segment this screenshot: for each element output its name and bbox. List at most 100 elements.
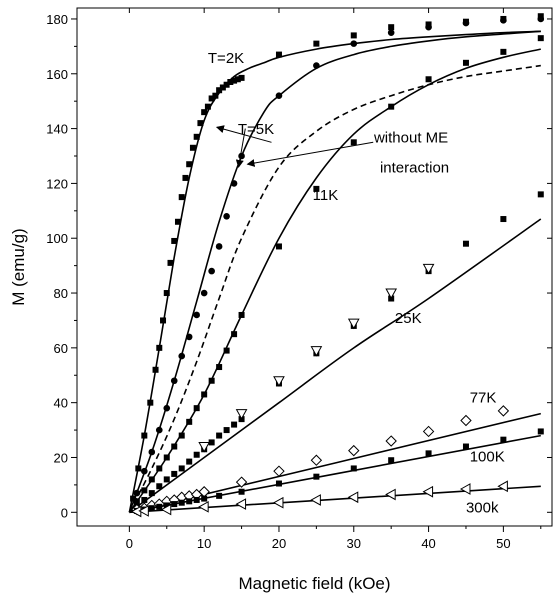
- point-77K: [310, 454, 323, 466]
- point-300K: [138, 505, 149, 517]
- point-5K: [133, 489, 141, 497]
- point-25K: [537, 191, 544, 198]
- data-points: [130, 13, 545, 518]
- point-25K-open: [422, 263, 435, 275]
- point-100K: [537, 428, 544, 435]
- point-25K: [500, 216, 507, 223]
- point-5K: [387, 29, 395, 36]
- point-300K: [347, 491, 359, 504]
- point-11K: [178, 432, 185, 439]
- point-2K: [174, 218, 181, 225]
- point-25K: [223, 427, 230, 434]
- fit-curves: [128, 30, 542, 514]
- point-11K: [425, 76, 432, 83]
- point-100K: [462, 443, 469, 450]
- point-300K: [310, 494, 321, 506]
- point-2K: [182, 174, 189, 181]
- point-5K: [238, 152, 245, 160]
- point-11K: [500, 48, 507, 55]
- point-25K-open: [273, 376, 285, 387]
- plot-frame: [76, 7, 553, 527]
- x-tick-label: 0: [126, 536, 133, 551]
- annotation-arrow: [235, 128, 246, 168]
- annotation-label: 11K: [313, 187, 339, 204]
- point-100K: [313, 473, 320, 480]
- point-77K: [348, 444, 360, 457]
- point-2K: [275, 51, 282, 58]
- point-5K: [193, 311, 200, 319]
- point-300K: [459, 483, 471, 495]
- point-11K: [163, 454, 170, 461]
- x-axis-title: Magnetic field (kOe): [238, 574, 390, 593]
- point-11K: [462, 59, 469, 66]
- point-5K: [155, 426, 163, 434]
- annotation-label: T=2K: [208, 50, 244, 67]
- y-tick-label: 60: [54, 341, 68, 356]
- y-tick-label: 180: [46, 12, 68, 27]
- x-tick-label: 30: [347, 536, 361, 551]
- point-25K-open: [385, 288, 398, 300]
- point-2K: [135, 465, 142, 472]
- point-11K: [275, 243, 282, 250]
- y-tick-label: 140: [46, 122, 68, 137]
- point-5K: [230, 180, 238, 187]
- y-tick-label: 120: [46, 176, 68, 191]
- point-2K: [238, 74, 245, 81]
- point-77K: [497, 405, 510, 417]
- point-300K: [385, 488, 396, 501]
- point-2K: [167, 259, 174, 266]
- point-2K: [231, 77, 238, 84]
- curve-no-ME: [128, 64, 541, 513]
- annotations: T=2K T=5K without ME interaction 11K 25K 77K 10…: [208, 50, 505, 516]
- point-100K: [201, 495, 208, 502]
- annotation-label: 77K: [470, 390, 497, 407]
- point-25K: [186, 458, 193, 465]
- series-25K-open: [198, 263, 435, 453]
- point-2K: [147, 399, 154, 406]
- point-2K: [178, 194, 185, 201]
- point-2K: [216, 87, 223, 94]
- curve-fit-5K: [128, 30, 541, 513]
- y-tick-label: 100: [46, 231, 68, 246]
- point-100K: [238, 488, 245, 495]
- point-25K: [462, 240, 469, 247]
- point-11K: [223, 347, 230, 354]
- y-tick-label: 20: [54, 450, 68, 465]
- point-77K: [385, 435, 397, 447]
- point-5K: [148, 448, 156, 456]
- point-2K: [201, 109, 208, 116]
- point-11K: [171, 443, 178, 450]
- point-2K: [388, 24, 395, 31]
- annotation-label: interaction: [380, 159, 449, 176]
- point-2K: [152, 366, 159, 373]
- y-axis-title: M (emu/g): [9, 228, 28, 305]
- point-5K: [500, 17, 507, 24]
- point-5K: [185, 333, 193, 341]
- point-100K: [216, 492, 223, 499]
- series-5K: [133, 15, 545, 497]
- point-5K: [313, 62, 320, 69]
- point-11K: [208, 377, 215, 384]
- point-11K: [186, 418, 193, 425]
- point-300K: [160, 503, 172, 516]
- point-5K: [163, 404, 171, 412]
- point-2K: [234, 76, 241, 83]
- y-tick-label: 40: [54, 396, 68, 411]
- point-2K: [156, 344, 163, 351]
- point-2K: [130, 495, 137, 502]
- y-tick-label: 80: [54, 286, 68, 301]
- point-5K: [223, 212, 230, 220]
- annotation-label: T=5K: [238, 121, 274, 138]
- point-100K: [388, 457, 395, 464]
- point-100K: [425, 450, 432, 457]
- point-5K: [537, 15, 545, 23]
- point-25K: [193, 451, 200, 458]
- point-2K: [193, 133, 200, 140]
- point-11K: [537, 35, 544, 42]
- point-2K: [160, 317, 167, 324]
- point-5K: [275, 92, 283, 100]
- point-11K: [216, 364, 223, 371]
- point-2K: [197, 120, 204, 127]
- point-25K: [156, 483, 163, 490]
- point-11K: [313, 185, 320, 192]
